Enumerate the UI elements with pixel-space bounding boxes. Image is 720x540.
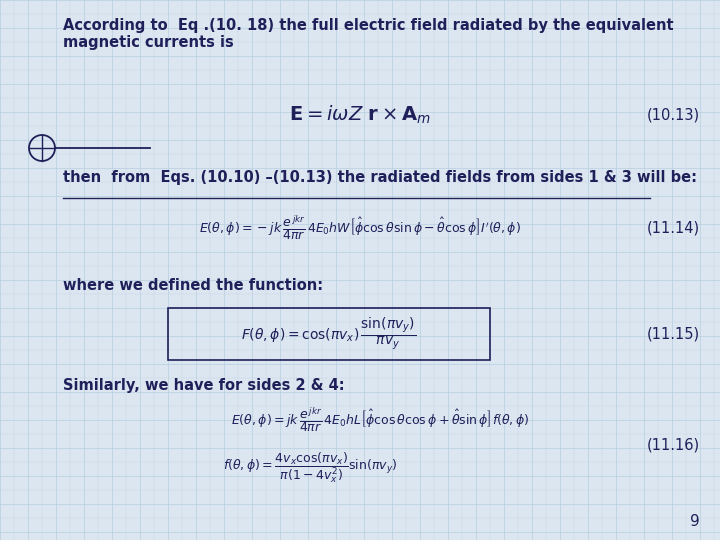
Text: $f(\theta,\phi) = \dfrac{4v_x\cos(\pi v_x)}{\pi(1 - 4v_x^2)}\sin(\pi v_y)$: $f(\theta,\phi) = \dfrac{4v_x\cos(\pi v_…: [222, 451, 397, 485]
Bar: [168, 308, 490, 360]
Text: (10.13): (10.13): [647, 107, 700, 123]
Text: $\mathbf{E} = i\omega Z\ \mathbf{r} \times \mathbf{A}_{m}$: $\mathbf{E} = i\omega Z\ \mathbf{r} \tim…: [289, 104, 431, 126]
Text: where we defined the function:: where we defined the function:: [63, 278, 323, 293]
Text: $E(\theta,\phi) = -jk\,\dfrac{e^{\,jkr}}{4\pi r}\,4E_0hW\left[\hat{\phi}\cos\the: $E(\theta,\phi) = -jk\,\dfrac{e^{\,jkr}}…: [199, 214, 521, 242]
Text: $F(\theta,\phi) = \cos(\pi v_x)\,\dfrac{\sin(\pi v_y)}{\pi v_y}$: $F(\theta,\phi) = \cos(\pi v_x)\,\dfrac{…: [241, 316, 417, 352]
Text: then  from  Eqs. (10.10) –(10.13) the radiated fields from sides 1 & 3 will be:: then from Eqs. (10.10) –(10.13) the radi…: [63, 170, 697, 185]
Text: (11.16): (11.16): [647, 437, 700, 453]
Text: (11.15): (11.15): [647, 327, 700, 341]
Text: Similarly, we have for sides 2 & 4:: Similarly, we have for sides 2 & 4:: [63, 378, 345, 393]
Text: According to  Eq .(10. 18) the full electric field radiated by the equivalent
ma: According to Eq .(10. 18) the full elect…: [63, 18, 674, 50]
Text: $E(\theta,\phi) = jk\,\dfrac{e^{\,jkr}}{4\pi r}\,4E_0hL\left[\hat{\phi}\cos\thet: $E(\theta,\phi) = jk\,\dfrac{e^{\,jkr}}{…: [231, 406, 529, 434]
Text: (11.14): (11.14): [647, 220, 700, 235]
Text: 9: 9: [690, 515, 700, 530]
